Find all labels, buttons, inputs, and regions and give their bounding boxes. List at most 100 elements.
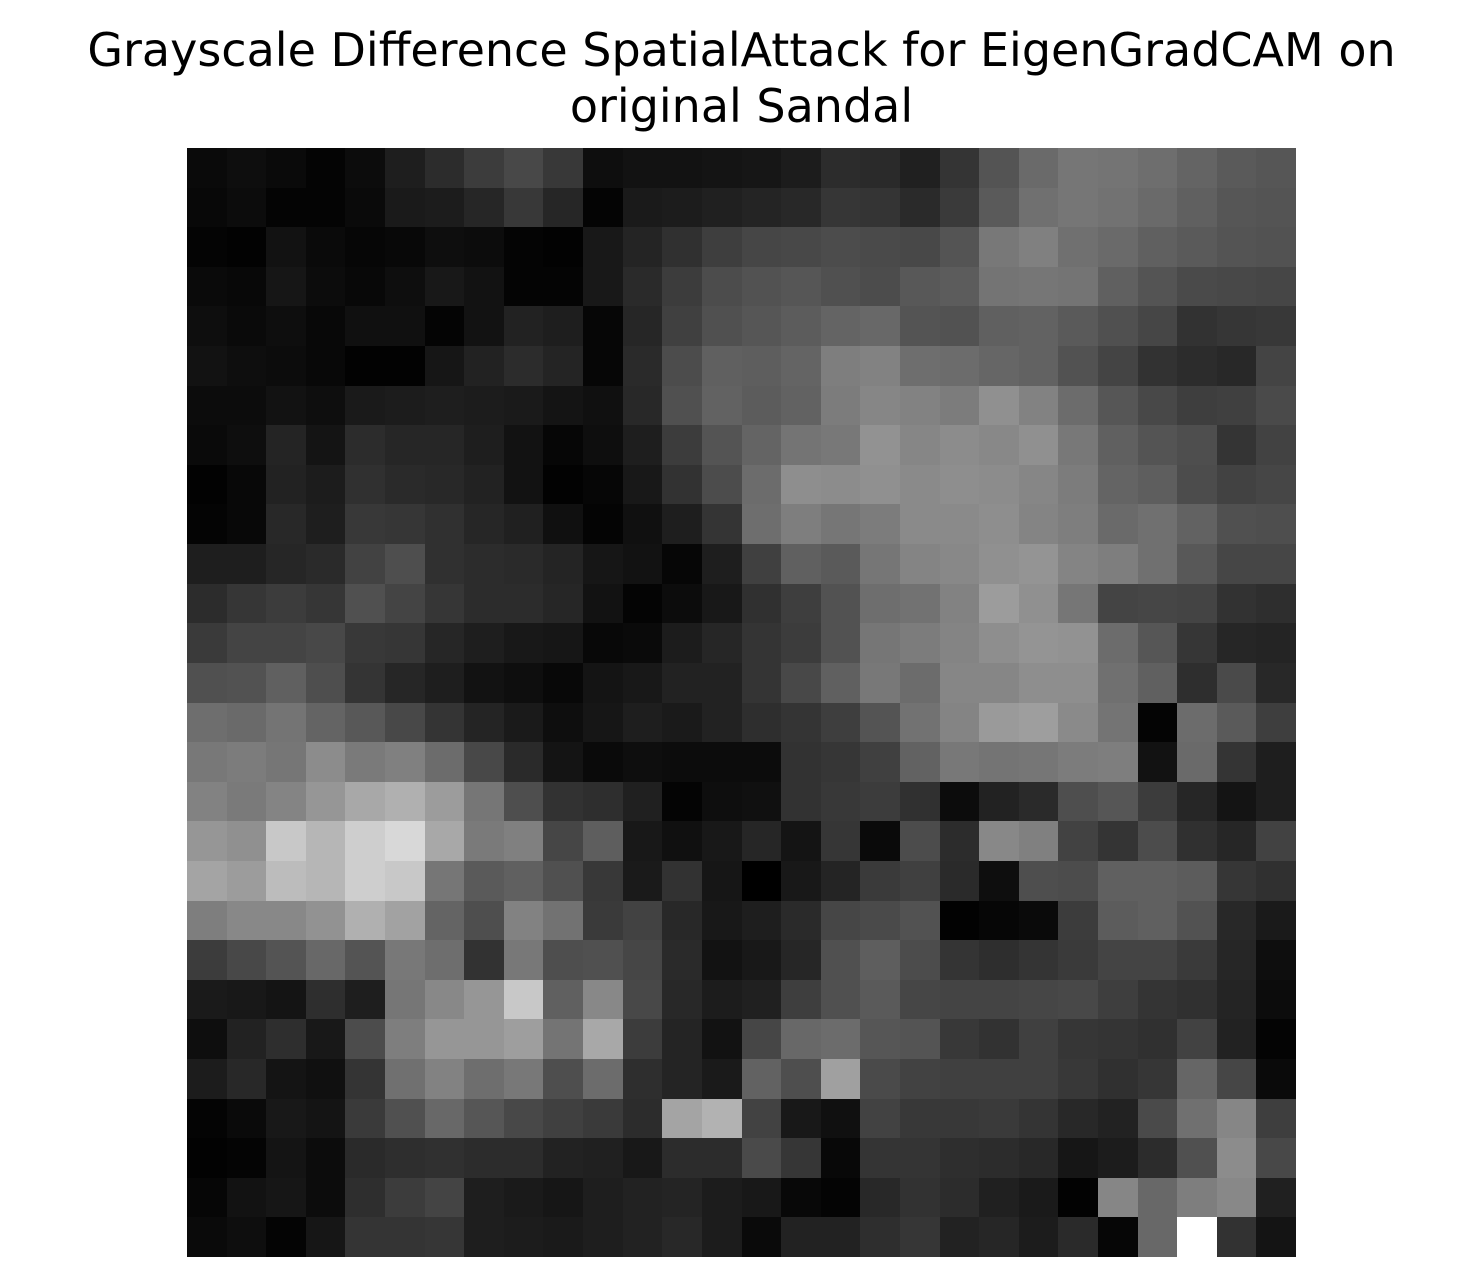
heatmap-cell	[543, 782, 583, 821]
heatmap-cell	[464, 544, 504, 584]
heatmap-cell	[781, 504, 821, 544]
heatmap-cell	[187, 425, 227, 465]
heatmap-cell	[425, 1178, 464, 1217]
heatmap-cell	[940, 346, 979, 386]
heatmap-cell	[1177, 188, 1217, 227]
heatmap-cell	[1138, 940, 1177, 980]
heatmap-cell	[543, 148, 583, 188]
heatmap-cell	[464, 782, 504, 821]
heatmap-cell	[1256, 267, 1296, 306]
heatmap-cell	[623, 267, 662, 306]
heatmap-cell	[940, 188, 979, 227]
heatmap-cell	[1138, 465, 1177, 504]
heatmap-cell	[1098, 742, 1138, 782]
heatmap-cell	[345, 1099, 385, 1138]
heatmap-cell	[425, 465, 464, 504]
heatmap-cell	[266, 861, 306, 901]
heatmap-cell	[583, 188, 623, 227]
heatmap-cell	[940, 940, 979, 980]
heatmap-cell	[1019, 1019, 1058, 1059]
heatmap-cell	[1098, 940, 1138, 980]
heatmap-cell	[345, 267, 385, 306]
heatmap-cell	[543, 504, 583, 544]
heatmap-cell	[425, 227, 464, 267]
heatmap-cell	[781, 188, 821, 227]
heatmap-cell	[662, 386, 702, 425]
heatmap-cell	[504, 188, 543, 227]
heatmap-cell	[583, 386, 623, 425]
heatmap-cell	[543, 1019, 583, 1059]
heatmap-cell	[1217, 1138, 1256, 1178]
heatmap-cell	[1098, 623, 1138, 663]
heatmap-cell	[345, 703, 385, 742]
heatmap-cell	[464, 346, 504, 386]
heatmap-cell	[1217, 465, 1256, 504]
heatmap-cell	[781, 861, 821, 901]
heatmap-cell	[940, 1217, 979, 1257]
heatmap-cell	[821, 663, 860, 703]
heatmap-cell	[306, 386, 345, 425]
heatmap-cell	[940, 584, 979, 623]
heatmap-cell	[425, 425, 464, 465]
heatmap-cell	[543, 267, 583, 306]
heatmap-cell	[1256, 1019, 1296, 1059]
heatmap-cell	[1019, 267, 1058, 306]
heatmap-cell	[623, 1099, 662, 1138]
heatmap-cell	[385, 861, 425, 901]
heatmap-cell	[266, 188, 306, 227]
heatmap-cell	[742, 703, 781, 742]
heatmap-cell	[860, 980, 900, 1019]
heatmap-cell	[662, 703, 702, 742]
heatmap-cell	[1217, 1217, 1256, 1257]
heatmap-cell	[504, 940, 543, 980]
heatmap-cell	[306, 425, 345, 465]
heatmap-cell	[425, 901, 464, 940]
heatmap-cell	[385, 742, 425, 782]
heatmap-cell	[1217, 148, 1256, 188]
heatmap-cell	[979, 821, 1019, 861]
heatmap-cell	[187, 940, 227, 980]
heatmap-cell	[306, 703, 345, 742]
heatmap-cell	[425, 703, 464, 742]
heatmap-cell	[1019, 188, 1058, 227]
heatmap-cell	[979, 980, 1019, 1019]
heatmap-cell	[623, 861, 662, 901]
chart-title-line-1: Grayscale Difference SpatialAttack for E…	[87, 23, 1396, 77]
heatmap-cell	[1138, 504, 1177, 544]
heatmap-cell	[940, 861, 979, 901]
heatmap-cell	[1177, 1178, 1217, 1217]
heatmap-cell	[385, 465, 425, 504]
heatmap-cell	[306, 980, 345, 1019]
heatmap-cell	[702, 1059, 742, 1099]
heatmap-cell	[979, 188, 1019, 227]
heatmap-cell	[385, 1138, 425, 1178]
heatmap-cell	[1058, 703, 1098, 742]
heatmap-cell	[306, 1059, 345, 1099]
heatmap-cell	[464, 623, 504, 663]
heatmap-cell	[504, 1099, 543, 1138]
heatmap-cell	[266, 1178, 306, 1217]
heatmap-cell	[266, 1099, 306, 1138]
heatmap-cell	[1256, 1178, 1296, 1217]
heatmap-cell	[543, 306, 583, 346]
heatmap-cell	[1019, 821, 1058, 861]
heatmap-cell	[583, 148, 623, 188]
heatmap-cell	[1138, 782, 1177, 821]
heatmap-cell	[1138, 1059, 1177, 1099]
heatmap-cell	[306, 1138, 345, 1178]
heatmap-cell	[860, 1059, 900, 1099]
heatmap-cell	[187, 584, 227, 623]
heatmap-cell	[543, 901, 583, 940]
heatmap-cell	[266, 901, 306, 940]
heatmap-cell	[385, 227, 425, 267]
heatmap-cell	[1019, 1217, 1058, 1257]
heatmap-cell	[860, 504, 900, 544]
heatmap-cell	[1177, 980, 1217, 1019]
heatmap-cell	[266, 386, 306, 425]
heatmap-cell	[345, 346, 385, 386]
heatmap-cell	[662, 227, 702, 267]
heatmap-cell	[504, 1138, 543, 1178]
heatmap-cell	[1256, 425, 1296, 465]
heatmap-cell	[900, 584, 940, 623]
heatmap-cell	[187, 346, 227, 386]
